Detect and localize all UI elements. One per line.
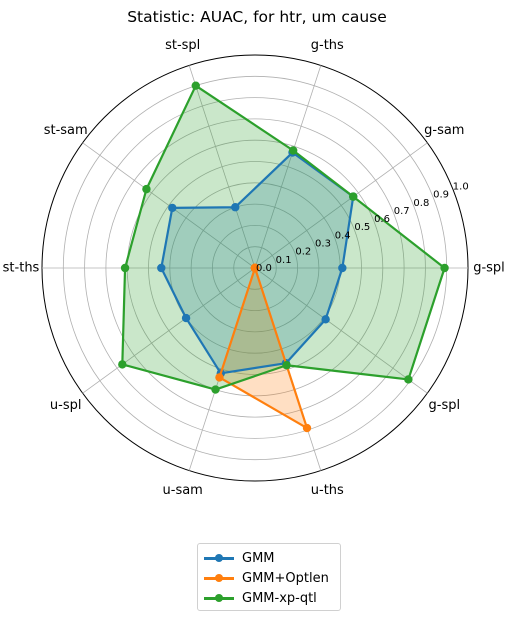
- axis-label: g-ths: [311, 38, 344, 53]
- radial-tick-label: 0.3: [315, 239, 331, 250]
- data-point: [211, 385, 220, 394]
- radial-tick-label: 0.0: [256, 263, 272, 274]
- radial-tick-label: 0.6: [374, 214, 390, 225]
- series-line: [218, 266, 309, 430]
- radial-tick-label: 0.9: [433, 190, 449, 201]
- grid-spoke: [254, 65, 322, 269]
- radial-tick-label: 0.1: [276, 255, 292, 266]
- data-point: [181, 313, 191, 323]
- data-point: [215, 373, 224, 382]
- data-point: [191, 81, 200, 90]
- data-point: [288, 146, 298, 155]
- radial-tick-label: 0.8: [413, 198, 429, 209]
- legend-label: GMM-xp-qtl: [242, 590, 317, 606]
- grid-spoke: [254, 267, 428, 394]
- axis-label: st-spl: [165, 38, 200, 53]
- data-point: [302, 423, 312, 433]
- axis-label: g-spl: [429, 398, 461, 413]
- data-point: [349, 192, 358, 201]
- legend-swatch: [204, 552, 234, 564]
- series-area: [219, 268, 307, 429]
- legend-swatch: [204, 572, 234, 584]
- data-point: [118, 360, 127, 369]
- axis-label: g-sam: [424, 123, 464, 138]
- axis-label: st-ths: [3, 261, 40, 276]
- data-point: [120, 263, 130, 273]
- grid-spoke: [82, 267, 256, 394]
- data-point: [157, 263, 166, 273]
- radial-tick-label: 0.4: [335, 230, 351, 241]
- legend-label: GMM: [242, 550, 275, 566]
- data-point: [231, 203, 240, 212]
- grid-spoke: [82, 142, 256, 269]
- radial-tick-label: 0.7: [394, 206, 410, 217]
- legend-swatch: [204, 592, 234, 604]
- data-point: [142, 184, 151, 194]
- axis-label: u-sam: [163, 483, 203, 498]
- data-point: [168, 203, 177, 213]
- legend-item: GMM: [204, 548, 334, 568]
- axis-label: u-spl: [50, 398, 82, 413]
- legend-item: GMM+Optlen: [204, 568, 334, 588]
- grid-spoke: [254, 142, 428, 269]
- data-point: [404, 375, 413, 384]
- data-point: [282, 361, 291, 370]
- chart-title: Statistic: AUAC, for htr, um cause: [127, 8, 387, 26]
- axis-label: g-spl: [473, 261, 505, 276]
- series-area: [122, 85, 445, 390]
- data-point: [321, 315, 330, 324]
- axis-label: u-ths: [311, 483, 344, 498]
- legend-label: GMM+Optlen: [242, 570, 329, 586]
- radial-tick-label: 1.0: [453, 181, 469, 192]
- data-point: [440, 263, 449, 273]
- data-point: [338, 263, 347, 273]
- radial-tick-label: 0.2: [295, 247, 311, 258]
- grid-spoke: [188, 65, 256, 269]
- data-point: [250, 263, 260, 273]
- axis-label: st-sam: [44, 123, 88, 138]
- radial-tick-label: 0.5: [354, 222, 370, 233]
- legend: GMM GMM+Optlen GMM-xp-qtl: [197, 543, 341, 611]
- legend-item: GMM-xp-qtl: [204, 588, 334, 608]
